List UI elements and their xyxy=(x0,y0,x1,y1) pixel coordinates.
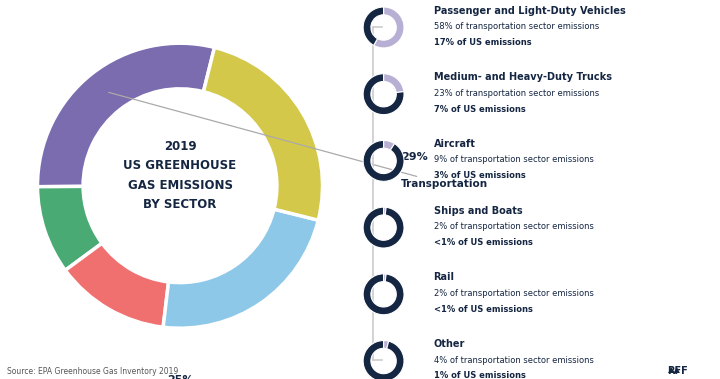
Text: 4% of transportation sector emissions: 4% of transportation sector emissions xyxy=(433,356,593,365)
Text: 17% of US emissions: 17% of US emissions xyxy=(433,38,531,47)
Text: 9% of transportation sector emissions: 9% of transportation sector emissions xyxy=(433,155,593,164)
Text: 58% of transportation sector emissions: 58% of transportation sector emissions xyxy=(433,22,599,31)
Text: Ships and Boats: Ships and Boats xyxy=(433,206,522,216)
Text: Rail: Rail xyxy=(433,273,454,282)
Wedge shape xyxy=(37,43,215,187)
Text: 7% of US emissions: 7% of US emissions xyxy=(433,105,526,114)
Wedge shape xyxy=(384,74,404,92)
Text: 25%: 25% xyxy=(167,374,193,379)
Text: <1% of US emissions: <1% of US emissions xyxy=(433,305,533,314)
Text: 2% of transportation sector emissions: 2% of transportation sector emissions xyxy=(433,222,593,231)
Wedge shape xyxy=(163,209,318,328)
Wedge shape xyxy=(363,140,404,181)
Text: 29%: 29% xyxy=(401,152,428,162)
Text: Transportation: Transportation xyxy=(401,179,488,189)
Wedge shape xyxy=(66,243,168,327)
Wedge shape xyxy=(37,186,102,270)
Wedge shape xyxy=(363,7,384,45)
Wedge shape xyxy=(363,74,404,114)
Text: Other: Other xyxy=(433,339,465,349)
Wedge shape xyxy=(363,207,404,248)
Text: Passenger and Light-Duty Vehicles: Passenger and Light-Duty Vehicles xyxy=(433,6,626,16)
Text: 2% of transportation sector emissions: 2% of transportation sector emissions xyxy=(433,289,593,298)
Text: Medium- and Heavy-Duty Trucks: Medium- and Heavy-Duty Trucks xyxy=(433,72,611,82)
Text: 2019
US GREENHOUSE
GAS EMISSIONS
BY SECTOR: 2019 US GREENHOUSE GAS EMISSIONS BY SECT… xyxy=(123,140,237,211)
Wedge shape xyxy=(384,340,389,349)
Wedge shape xyxy=(384,207,386,215)
Text: Source: EPA Greenhouse Gas Inventory 2019: Source: EPA Greenhouse Gas Inventory 201… xyxy=(7,367,179,376)
Text: 23% of transportation sector emissions: 23% of transportation sector emissions xyxy=(433,89,599,98)
Wedge shape xyxy=(384,274,386,282)
Text: 1% of US emissions: 1% of US emissions xyxy=(433,371,526,379)
Wedge shape xyxy=(374,7,404,48)
Text: 3% of US emissions: 3% of US emissions xyxy=(433,171,526,180)
Wedge shape xyxy=(363,340,404,379)
Text: RFF: RFF xyxy=(667,366,688,376)
Wedge shape xyxy=(384,140,395,150)
Wedge shape xyxy=(204,47,323,220)
Wedge shape xyxy=(363,274,404,315)
Text: Aircraft: Aircraft xyxy=(433,139,475,149)
Text: ▲▲: ▲▲ xyxy=(668,365,681,374)
Text: <1% of US emissions: <1% of US emissions xyxy=(433,238,533,247)
